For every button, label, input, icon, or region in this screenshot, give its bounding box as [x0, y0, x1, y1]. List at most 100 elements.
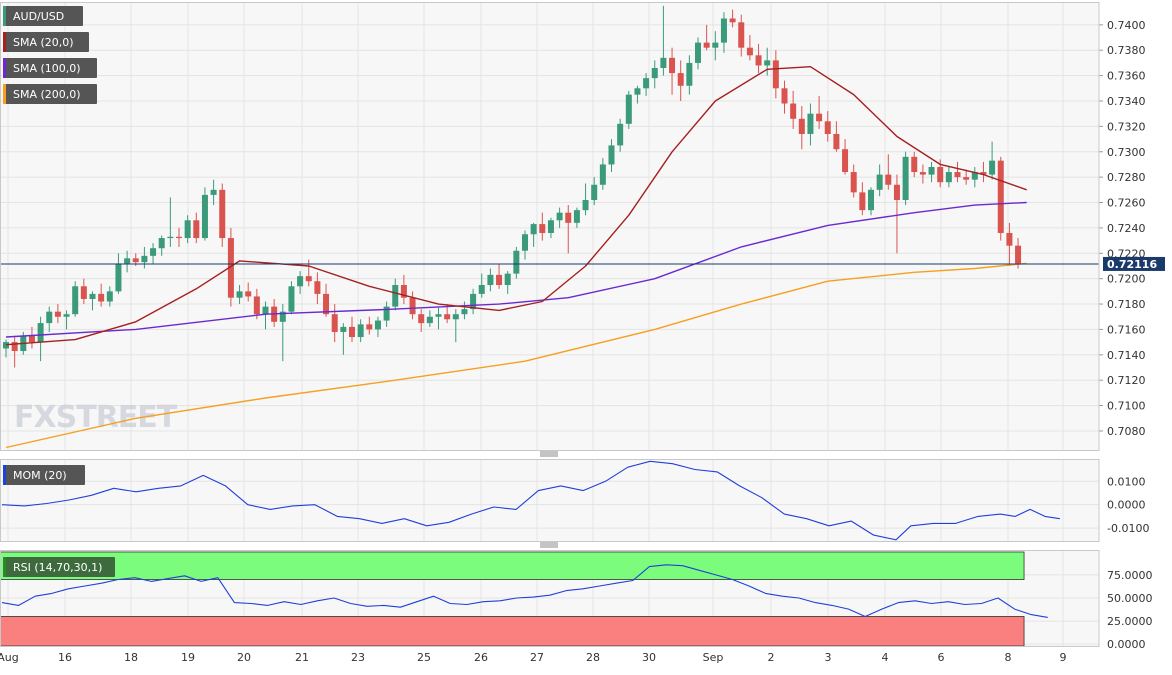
candle-down — [885, 154, 892, 190]
candle-body — [314, 281, 321, 294]
candle-body — [807, 113, 814, 134]
candle-up — [712, 31, 719, 61]
candle-body — [513, 250, 520, 274]
candle-body — [470, 293, 477, 310]
candle-down — [738, 14, 745, 57]
candle-body — [426, 316, 433, 324]
candle-down — [850, 164, 857, 198]
candle-down — [366, 316, 373, 335]
candle-down — [919, 164, 926, 184]
candle-body — [859, 192, 866, 211]
candle-up — [383, 301, 390, 327]
candle-up — [470, 288, 477, 315]
candle-body — [634, 88, 641, 95]
candle-body — [738, 22, 745, 48]
candle-down — [963, 169, 970, 185]
candle-body — [150, 248, 157, 256]
candle-body — [98, 293, 105, 302]
candle-body — [720, 18, 727, 43]
candle-up — [547, 217, 554, 239]
candle-down — [400, 274, 407, 305]
legend-box — [3, 465, 85, 485]
candle-up — [89, 291, 96, 311]
candle-down — [729, 9, 736, 28]
candle-up — [634, 85, 641, 104]
candle-body — [893, 184, 900, 200]
candle-body — [790, 103, 797, 119]
candle-body — [608, 145, 615, 165]
candles — [3, 5, 1022, 368]
candle-up — [63, 310, 70, 330]
candle-up — [288, 281, 295, 315]
candle-body — [279, 311, 286, 322]
price-tick-label: 0.7100 — [1107, 400, 1146, 413]
x-tick-label: 3 — [825, 651, 832, 664]
sma200-line — [5, 262, 1027, 449]
candle-up — [720, 12, 727, 53]
x-tick-label: 18 — [124, 651, 138, 664]
candle-up — [868, 187, 874, 216]
candle-down — [859, 182, 866, 216]
candle-body — [816, 113, 823, 122]
last-price-tag — [1103, 256, 1165, 271]
legend-box — [3, 32, 89, 52]
candle-body — [772, 60, 779, 89]
price-tick-label: 0.7180 — [1107, 298, 1146, 311]
price-tick-label: 0.7080 — [1107, 425, 1146, 438]
candle-down — [980, 161, 987, 183]
legend-box — [3, 557, 115, 577]
candle-up — [608, 139, 615, 173]
candle-body — [496, 274, 503, 286]
candle-up — [340, 323, 347, 355]
x-tick-label: 27 — [530, 651, 544, 664]
candle-up — [435, 306, 442, 330]
rsi-zones — [0, 551, 1025, 647]
candle-body — [824, 121, 831, 134]
candle-down — [954, 161, 961, 183]
candle-body — [383, 306, 390, 321]
rsi-tick-label: 0.0000 — [1107, 638, 1146, 651]
candle-up — [141, 246, 148, 269]
candle-down — [997, 156, 1004, 241]
x-tick-label: 16 — [58, 651, 72, 664]
sma100-line — [5, 201, 1027, 338]
candle-body — [262, 306, 269, 315]
legend-color-swatch — [3, 84, 6, 104]
candle-body — [945, 172, 952, 183]
x-tick-label: 2 — [768, 651, 775, 664]
legend-item: SMA (200,0) — [3, 84, 97, 104]
candle-body — [340, 326, 347, 332]
candle-up — [902, 151, 909, 206]
candle-body — [885, 174, 892, 185]
panel-dividers[interactable] — [540, 451, 558, 548]
candle-body — [374, 320, 381, 330]
candle-down — [314, 272, 321, 305]
candle-up — [573, 207, 580, 228]
candle-body — [305, 276, 312, 282]
axes: 0.7080 0.7100 0.7120 0.7140 0.7160 0.7180 0.72… — [0, 2, 1165, 664]
candle-body — [764, 60, 771, 66]
candle-body — [989, 160, 996, 175]
candle-up — [660, 5, 667, 76]
candle-down — [893, 174, 900, 254]
candle-body — [288, 286, 295, 312]
candle-down — [80, 278, 87, 305]
candle-up — [426, 310, 433, 327]
candle-down — [54, 304, 61, 324]
candle-body — [141, 255, 148, 263]
candle-down — [409, 291, 416, 320]
candle-up — [3, 339, 9, 358]
x-tick-label: 6 — [938, 651, 945, 664]
candle-down — [176, 227, 182, 247]
candle-down — [98, 283, 105, 307]
candle-down — [677, 60, 684, 101]
candle-down — [245, 282, 252, 302]
x-tick-label: 19 — [181, 651, 195, 664]
candle-body — [193, 220, 200, 239]
mom-panel — [0, 459, 1099, 541]
candle-down — [418, 309, 425, 332]
price-tick-label: 0.7140 — [1107, 349, 1146, 362]
candle-down — [11, 335, 18, 368]
candle-up — [210, 179, 217, 206]
